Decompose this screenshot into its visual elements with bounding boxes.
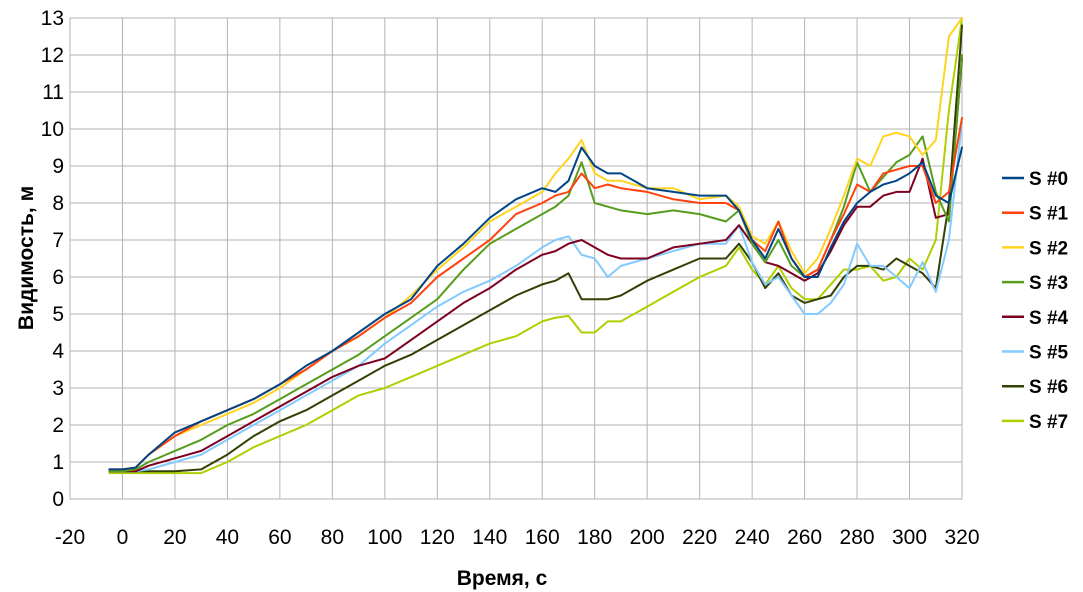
y-tick-label: 3 bbox=[52, 377, 64, 400]
x-tick-label: 40 bbox=[216, 526, 239, 549]
legend: S #0 S #1 S #2 S #3 S #4 S #5 S #6 S #7 bbox=[1002, 169, 1069, 433]
plot-area bbox=[69, 17, 963, 500]
legend-label: S #4 bbox=[1029, 308, 1069, 329]
grid bbox=[69, 17, 963, 500]
y-tick-label: 11 bbox=[42, 81, 64, 104]
y-tick-label: 6 bbox=[52, 266, 64, 289]
x-tick-label: 80 bbox=[321, 526, 344, 549]
legend-label: S #7 bbox=[1029, 412, 1068, 433]
y-tick-label: 2 bbox=[52, 414, 64, 437]
x-tick-label: 160 bbox=[525, 526, 560, 549]
series-line-s7 bbox=[108, 17, 963, 475]
x-tick-label: 140 bbox=[472, 526, 507, 549]
y-tick-label: 10 bbox=[41, 118, 64, 141]
x-tick-labels: -20 0 20 40 60 80 100 120 140 160 180 200 220 240 260 2… bbox=[55, 526, 980, 549]
series-line-s0 bbox=[108, 146, 963, 471]
x-tick-label: 0 bbox=[117, 526, 129, 549]
x-tick-label: -20 bbox=[55, 526, 85, 549]
y-tick-label: 12 bbox=[41, 44, 64, 67]
x-tick-label: 300 bbox=[892, 526, 927, 549]
x-tick-label: 60 bbox=[268, 526, 291, 549]
x-tick-label: 20 bbox=[163, 526, 186, 549]
legend-label: S #5 bbox=[1029, 343, 1069, 364]
y-tick-label: 7 bbox=[52, 229, 64, 252]
legend-label: S #2 bbox=[1029, 238, 1068, 259]
series-line-s6 bbox=[108, 24, 963, 473]
legend-label: S #1 bbox=[1029, 204, 1069, 225]
x-axis-title: Время, с bbox=[457, 567, 548, 590]
series-line-s5 bbox=[108, 120, 963, 473]
x-tick-label: 120 bbox=[420, 526, 455, 549]
x-tick-label: 280 bbox=[840, 526, 875, 549]
y-tick-label: 9 bbox=[52, 155, 64, 178]
plot-border bbox=[69, 17, 963, 500]
y-tick-label: 1 bbox=[52, 451, 64, 474]
y-tick-label: 8 bbox=[52, 192, 64, 215]
series-line-s2 bbox=[108, 17, 963, 471]
y-tick-label: 5 bbox=[52, 303, 64, 326]
x-tick-label: 220 bbox=[682, 526, 717, 549]
x-tick-label: 320 bbox=[944, 526, 979, 549]
y-axis-title: Видимость, м bbox=[15, 186, 38, 330]
y-tick-label: 13 bbox=[41, 7, 64, 30]
series-line-s1 bbox=[108, 116, 963, 471]
x-tick-label: 240 bbox=[735, 526, 770, 549]
legend-label: S #3 bbox=[1029, 273, 1068, 294]
x-tick-label: 180 bbox=[577, 526, 612, 549]
series-line-s4 bbox=[108, 57, 963, 473]
y-tick-label: 4 bbox=[52, 340, 64, 363]
x-tick-label: 200 bbox=[630, 526, 665, 549]
y-tick-label: 0 bbox=[52, 488, 64, 511]
x-tick-label: 100 bbox=[367, 526, 402, 549]
series-line-s3 bbox=[108, 54, 963, 473]
x-tick-label: 260 bbox=[787, 526, 822, 549]
legend-label: S #6 bbox=[1029, 377, 1068, 398]
series-group bbox=[108, 17, 963, 475]
legend-label: S #0 bbox=[1029, 169, 1068, 190]
